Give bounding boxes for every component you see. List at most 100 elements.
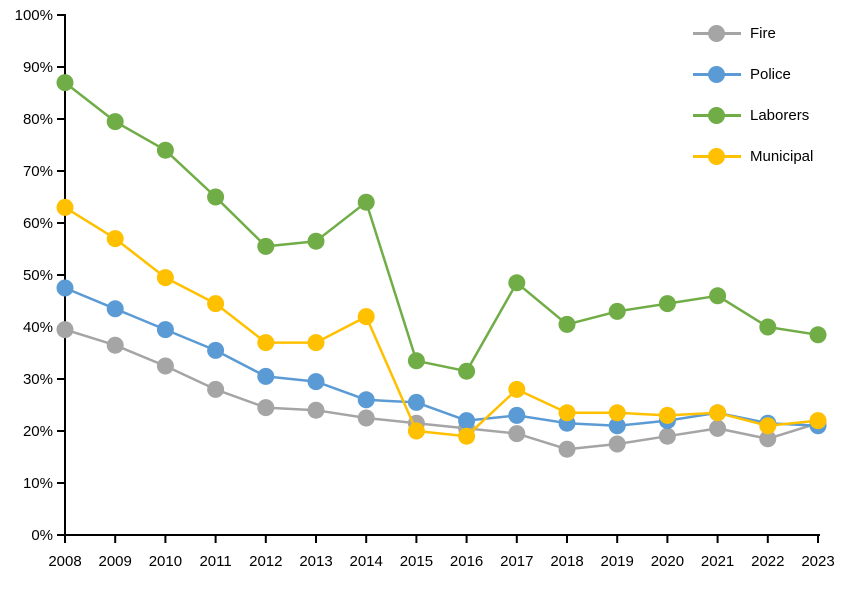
y-tick-label: 10% <box>23 475 53 492</box>
series-laborers <box>56 74 827 380</box>
data-point-municipal-2022 <box>759 417 777 435</box>
x-tick-label: 2015 <box>400 553 433 570</box>
data-point-fire-2021 <box>709 419 727 437</box>
y-tick-label: 20% <box>23 423 53 440</box>
legend-label-municipal: Municipal <box>750 148 814 165</box>
data-point-police-2009 <box>106 300 124 318</box>
laborers-series-swatch-icon <box>693 107 741 124</box>
y-tick-label: 0% <box>31 527 53 544</box>
police-series-swatch-icon <box>693 66 741 83</box>
data-point-fire-2022 <box>759 430 777 448</box>
chart-legend: Fire Police Laborers Municipal <box>693 13 813 177</box>
data-point-municipal-2017 <box>508 380 526 398</box>
data-point-laborers-2014 <box>357 193 375 211</box>
data-point-municipal-2012 <box>257 334 275 352</box>
data-point-municipal-2014 <box>357 308 375 326</box>
data-point-laborers-2012 <box>257 237 275 255</box>
y-tick-label: 60% <box>23 215 53 232</box>
y-tick-label: 40% <box>23 319 53 336</box>
data-point-laborers-2019 <box>608 302 626 320</box>
y-tick-label: 80% <box>23 111 53 128</box>
data-point-municipal-2018 <box>558 404 576 422</box>
legend-item-police: Police <box>693 54 813 95</box>
x-tick-label: 2011 <box>199 553 231 570</box>
data-point-municipal-2019 <box>608 404 626 422</box>
x-tick-label: 2014 <box>350 553 383 570</box>
legend-label-police: Police <box>750 66 791 83</box>
data-point-police-2017 <box>508 406 526 424</box>
data-point-municipal-2008 <box>56 198 74 216</box>
data-point-fire-2008 <box>56 321 74 339</box>
data-point-laborers-2017 <box>508 274 526 292</box>
series-line-police <box>64 286 819 428</box>
y-tick-label: 90% <box>23 59 53 76</box>
data-point-police-2014 <box>357 391 375 409</box>
x-tick-label: 2018 <box>550 553 583 570</box>
x-tick-label: 2013 <box>299 553 332 570</box>
fire-series-swatch-icon <box>693 25 741 42</box>
data-point-municipal-2011 <box>207 295 225 313</box>
y-tick-label: 50% <box>23 267 53 284</box>
data-point-laborers-2009 <box>106 113 124 131</box>
series-line-municipal <box>64 206 819 438</box>
x-tick-label: 2012 <box>249 553 282 570</box>
data-point-laborers-2022 <box>759 318 777 336</box>
data-point-municipal-2015 <box>407 422 425 440</box>
y-tick-label: 100% <box>15 7 53 24</box>
x-tick-label: 2009 <box>99 553 132 570</box>
data-point-laborers-2013 <box>307 232 325 250</box>
series-line-laborers <box>64 81 819 373</box>
data-point-fire-2017 <box>508 425 526 443</box>
data-point-laborers-2018 <box>558 315 576 333</box>
data-point-municipal-2020 <box>658 406 676 424</box>
legend-item-laborers: Laborers <box>693 95 813 136</box>
data-point-municipal-2009 <box>106 230 124 248</box>
series-line-fire <box>64 328 819 451</box>
data-point-municipal-2021 <box>709 404 727 422</box>
data-point-fire-2014 <box>357 409 375 427</box>
data-point-fire-2011 <box>207 380 225 398</box>
data-point-municipal-2010 <box>156 269 174 287</box>
data-point-municipal-2023 <box>809 412 827 430</box>
x-tick-label: 2010 <box>149 553 182 570</box>
data-point-laborers-2011 <box>207 188 225 206</box>
data-point-laborers-2016 <box>458 362 476 380</box>
municipal-series-swatch-icon <box>693 148 741 165</box>
series-municipal <box>56 198 827 445</box>
data-point-police-2019 <box>608 417 626 435</box>
data-point-police-2011 <box>207 341 225 359</box>
x-tick-label: 2019 <box>601 553 634 570</box>
data-point-laborers-2023 <box>809 326 827 344</box>
y-tick-label: 30% <box>23 371 53 388</box>
data-point-police-2010 <box>156 321 174 339</box>
data-point-laborers-2010 <box>156 141 174 159</box>
data-point-fire-2020 <box>658 427 676 445</box>
x-tick-label: 2022 <box>751 553 784 570</box>
data-point-fire-2012 <box>257 399 275 417</box>
x-tick-label: 2016 <box>450 553 483 570</box>
data-point-fire-2010 <box>156 357 174 375</box>
x-tick-label: 2023 <box>801 553 834 570</box>
data-point-fire-2013 <box>307 401 325 419</box>
data-point-police-2008 <box>56 279 74 297</box>
x-tick-label: 2008 <box>48 553 81 570</box>
data-point-police-2015 <box>407 393 425 411</box>
data-point-laborers-2008 <box>56 74 74 92</box>
data-point-municipal-2013 <box>307 334 325 352</box>
x-tick-label: 2017 <box>500 553 533 570</box>
data-point-fire-2019 <box>608 435 626 453</box>
data-point-laborers-2020 <box>658 295 676 313</box>
data-point-fire-2018 <box>558 440 576 458</box>
data-point-police-2012 <box>257 367 275 385</box>
data-point-police-2013 <box>307 373 325 391</box>
legend-label-fire: Fire <box>750 25 776 42</box>
series-fire <box>56 321 827 458</box>
data-point-laborers-2021 <box>709 287 727 305</box>
x-tick-label: 2020 <box>651 553 684 570</box>
data-point-laborers-2015 <box>407 352 425 370</box>
data-point-police-2016 <box>458 412 476 430</box>
legend-item-fire: Fire <box>693 13 813 54</box>
legend-label-laborers: Laborers <box>750 107 810 124</box>
